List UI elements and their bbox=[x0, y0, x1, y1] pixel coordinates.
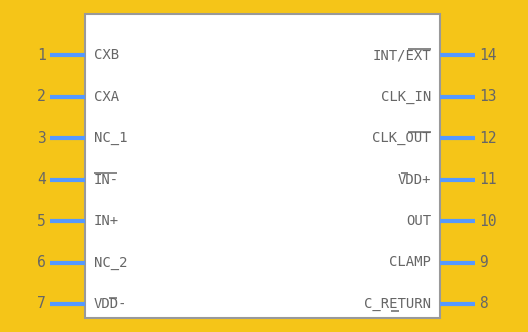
Text: NC_2: NC_2 bbox=[94, 256, 127, 270]
Text: 3: 3 bbox=[37, 130, 46, 145]
Text: 11: 11 bbox=[479, 172, 496, 187]
Text: INT/EXT: INT/EXT bbox=[372, 48, 431, 62]
Text: 14: 14 bbox=[479, 47, 496, 62]
Text: NC_1: NC_1 bbox=[94, 131, 127, 145]
Text: CLAMP: CLAMP bbox=[389, 256, 431, 270]
Text: VDD+: VDD+ bbox=[398, 173, 431, 187]
Text: CLK_OUT: CLK_OUT bbox=[372, 131, 431, 145]
Text: IN+: IN+ bbox=[94, 214, 119, 228]
Bar bbox=[85, 14, 440, 318]
Text: 4: 4 bbox=[37, 172, 46, 187]
Text: 9: 9 bbox=[479, 255, 488, 270]
Text: 7: 7 bbox=[37, 296, 46, 311]
Text: CLK_IN: CLK_IN bbox=[381, 90, 431, 104]
Text: 12: 12 bbox=[479, 130, 496, 145]
Text: 2: 2 bbox=[37, 89, 46, 104]
Text: 5: 5 bbox=[37, 213, 46, 228]
Text: 1: 1 bbox=[37, 47, 46, 62]
Text: C_RETURN: C_RETURN bbox=[364, 297, 431, 311]
Text: 13: 13 bbox=[479, 89, 496, 104]
Text: VDD-: VDD- bbox=[94, 297, 127, 311]
Text: IN-: IN- bbox=[94, 173, 119, 187]
Text: CXA: CXA bbox=[94, 90, 119, 104]
Text: 10: 10 bbox=[479, 213, 496, 228]
Text: CXB: CXB bbox=[94, 48, 119, 62]
Text: 8: 8 bbox=[479, 296, 488, 311]
Text: OUT: OUT bbox=[406, 214, 431, 228]
Text: 6: 6 bbox=[37, 255, 46, 270]
